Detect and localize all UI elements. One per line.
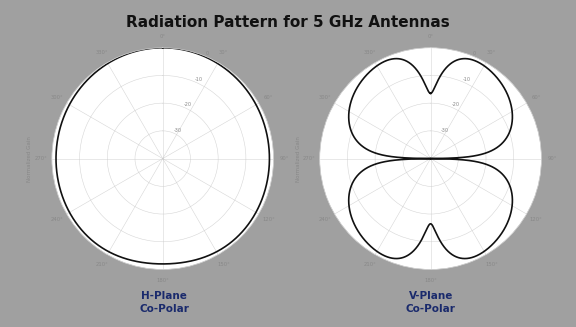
Text: Normalized Gain: Normalized Gain (296, 136, 301, 181)
Text: Normalized Gain: Normalized Gain (28, 136, 32, 181)
Text: H-Plane
Co-Polar: H-Plane Co-Polar (139, 291, 189, 314)
Text: V-Plane
Co-Polar: V-Plane Co-Polar (406, 291, 456, 314)
Text: Radiation Pattern for 5 GHz Antennas: Radiation Pattern for 5 GHz Antennas (126, 15, 450, 30)
